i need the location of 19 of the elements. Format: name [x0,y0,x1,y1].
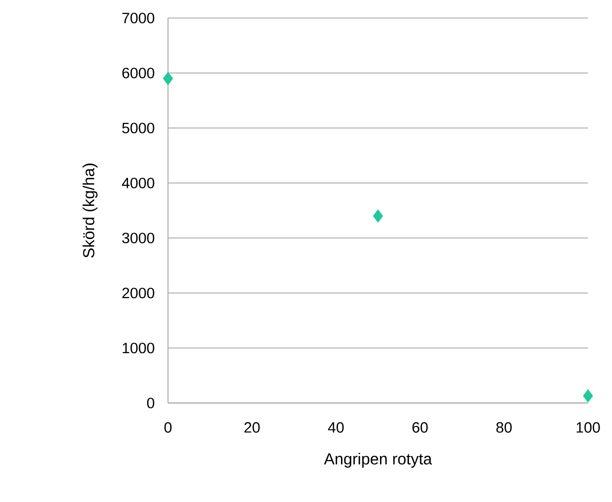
x-tick-label: 60 [412,422,428,433]
x-tick-label: 0 [164,422,172,433]
y-axis-title: Skörd (kg/ha) [82,164,98,258]
y-tick-label: 6000 [122,68,154,78]
point [582,389,594,403]
x-tick-label: 40 [328,422,344,433]
x-axis-title: Angripen rotyta [324,452,432,468]
y-tick-label: 0 [147,398,154,408]
y-tick-label: 3000 [122,232,154,244]
y-tick-label: 7000 [122,12,154,24]
point [372,209,384,223]
y-tick-label: 5000 [122,122,154,134]
x-tick-label: 20 [244,422,260,433]
x-tick-label: 80 [496,422,512,433]
x-tick-label: 100 [576,422,600,433]
y-tick-label: 1000 [122,342,154,354]
y-tick-label: 2000 [122,288,154,298]
y-tick-label: 4000 [122,178,154,188]
point [162,72,174,86]
